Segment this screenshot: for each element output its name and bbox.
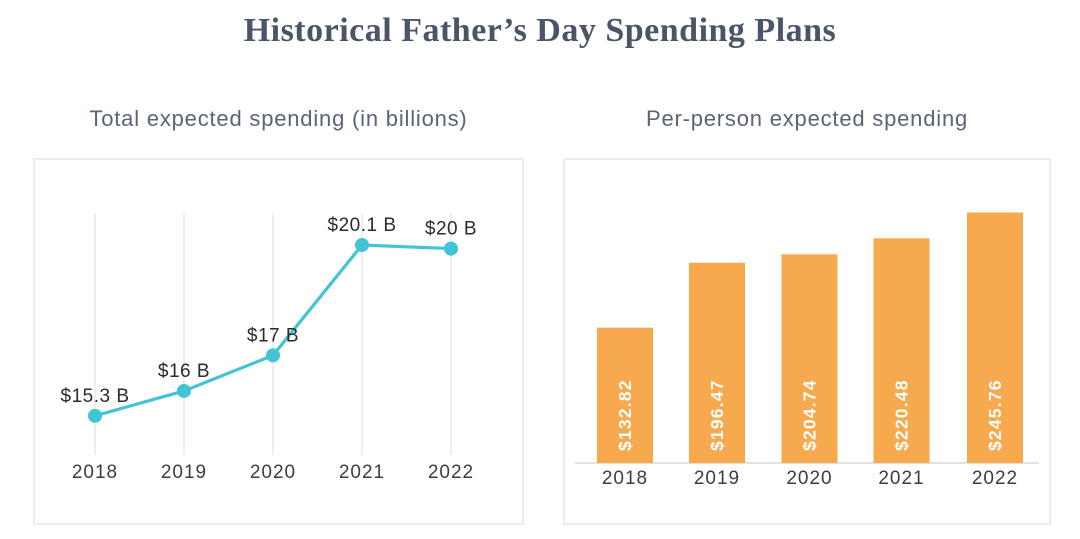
point-label-2022: $20 B xyxy=(425,219,477,240)
page-title: Historical Father’s Day Spending Plans xyxy=(243,12,837,49)
x-axis-label-2020: 2020 xyxy=(786,468,832,489)
x-axis-label-2021: 2021 xyxy=(878,468,924,489)
bar-value-label-2019: $196.47 xyxy=(707,379,727,451)
point-label-2019: $16 B xyxy=(158,361,210,382)
data-point-2020 xyxy=(266,348,280,363)
x-axis-label-2018: 2018 xyxy=(72,462,118,483)
bar-chart: $132.82 2018 $196.47 2019 $204.74 2020 $220.48… xyxy=(575,212,1039,489)
x-axis-label-2022: 2022 xyxy=(972,468,1018,489)
x-axis-label-2019: 2019 xyxy=(161,462,207,483)
bar-2020 xyxy=(781,254,838,463)
line-chart-panel: $15.3 B 2018 $16 B 2019 $17 B 2020 $20.1 B 2021… xyxy=(33,158,524,525)
bar-chart-title: Per-person expected spending xyxy=(645,106,969,131)
bar-2019 xyxy=(689,262,745,463)
bar-value-label-2020: $204.74 xyxy=(800,379,820,451)
x-axis-label-2019: 2019 xyxy=(694,468,740,489)
data-point-2019 xyxy=(177,383,191,398)
bar-value-label-2022: $245.76 xyxy=(985,379,1005,451)
x-axis-label-2020: 2020 xyxy=(250,462,296,483)
x-axis-label-2021: 2021 xyxy=(339,462,385,483)
bar-value-label-2018: $132.82 xyxy=(615,379,635,451)
bar-2018 xyxy=(597,327,653,463)
line-chart: $15.3 B 2018 $16 B 2019 $17 B 2020 $20.1 B 2021… xyxy=(61,213,477,483)
bar-2022 xyxy=(967,212,1023,463)
data-point-2021 xyxy=(355,238,369,253)
data-point-2018 xyxy=(88,408,102,423)
bar-value-label-2021: $220.48 xyxy=(892,379,912,451)
bar-2021 xyxy=(873,238,930,463)
bar-chart-panel: $132.82 2018 $196.47 2019 $204.74 2020 $220.48… xyxy=(563,158,1051,525)
line-chart-title: Total expected spending (in billions) xyxy=(89,106,468,131)
data-point-2022 xyxy=(444,241,458,256)
x-axis-label-2018: 2018 xyxy=(602,468,648,489)
point-label-2018: $15.3 B xyxy=(61,386,130,407)
x-axis-label-2022: 2022 xyxy=(428,462,474,483)
point-label-2020: $17 B xyxy=(247,325,299,346)
point-label-2021: $20.1 B xyxy=(328,215,397,236)
